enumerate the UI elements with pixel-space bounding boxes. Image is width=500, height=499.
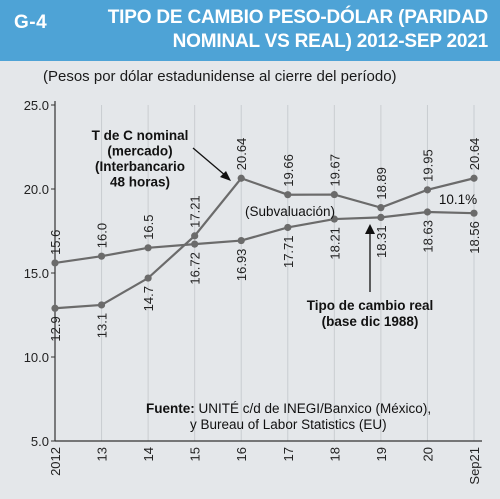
y-tick-label: 20.0 xyxy=(24,182,49,197)
y-tick-label: 25.0 xyxy=(24,98,49,113)
figure-header: G-4 TIPO DE CAMBIO PESO-DÓLAR (PARIDAD N… xyxy=(0,0,500,61)
annotation-gap-pct: 10.1% xyxy=(439,192,477,207)
x-tick-label: 18 xyxy=(327,447,342,461)
data-label-real: 18.31 xyxy=(374,225,389,258)
source-bold-label: Fuente: xyxy=(146,401,199,416)
data-point-nominal xyxy=(191,232,199,240)
data-label-real: 17.71 xyxy=(281,235,296,268)
x-tick-label: 15 xyxy=(188,447,203,461)
x-tick-label: Sep21 xyxy=(467,447,482,485)
data-label-nominal: 19.66 xyxy=(281,154,296,187)
x-tick-label: 13 xyxy=(95,447,110,461)
arrow-real-head xyxy=(365,224,375,234)
data-label-nominal: 12.9 xyxy=(48,316,63,341)
data-label-real: 18.63 xyxy=(420,220,435,253)
data-label-real: 18.56 xyxy=(467,221,482,254)
data-point-nominal xyxy=(284,191,292,199)
source-text: UNITÉ c/d de INEGI/Banxico (México), xyxy=(199,401,432,416)
annotation-subvaluacion: (Subvaluación) xyxy=(245,204,335,219)
figure-title: TIPO DE CAMBIO PESO-DÓLAR (PARIDAD NOMIN… xyxy=(107,7,488,52)
arrow-nominal-head xyxy=(220,171,231,181)
data-point-real xyxy=(51,259,59,267)
annotation-nominal: T de C nominal xyxy=(92,128,189,143)
annotation-nominal: (Interbancario xyxy=(95,159,185,174)
data-point-real xyxy=(470,209,478,217)
figure-id: G-4 xyxy=(14,12,48,33)
data-point-real xyxy=(423,208,432,216)
data-point-real xyxy=(330,215,338,223)
data-point-real xyxy=(237,236,245,245)
data-point-nominal xyxy=(144,274,152,282)
x-tick-label: 20 xyxy=(420,447,435,461)
y-tick-label: 5.0 xyxy=(31,434,49,449)
source-line-1: Fuente: UNITÉ c/d de INEGI/Banxico (Méxi… xyxy=(146,401,431,416)
x-tick-label: 17 xyxy=(281,447,296,461)
data-point-real xyxy=(284,223,292,232)
data-point-real xyxy=(191,240,199,248)
data-point-nominal xyxy=(237,174,245,182)
chart-subtitle: (Pesos por dólar estadunidense al cierre… xyxy=(43,68,397,85)
series-line-real xyxy=(54,210,475,265)
data-point-nominal xyxy=(377,204,385,212)
y-tick-label: 10.0 xyxy=(24,350,49,365)
data-label-real: 16.93 xyxy=(234,249,249,282)
data-label-real: 18.21 xyxy=(327,227,342,260)
data-point-nominal xyxy=(330,190,338,199)
data-label-real: 15.6 xyxy=(48,230,63,255)
x-tick-label: 19 xyxy=(374,447,389,461)
data-label-real: 16.72 xyxy=(188,252,203,285)
data-label-nominal: 19.95 xyxy=(420,149,435,182)
data-label-nominal: 13.1 xyxy=(95,313,110,338)
data-label-nominal: 20.64 xyxy=(234,138,249,171)
annotation-nominal: 48 horas) xyxy=(110,175,170,190)
annotation-real: Tipo de cambio real xyxy=(307,298,434,313)
x-tick-label: 16 xyxy=(234,447,249,461)
data-point-real xyxy=(377,213,385,221)
annotation-real: (base dic 1988) xyxy=(322,314,419,329)
data-point-nominal xyxy=(470,174,478,182)
data-point-real xyxy=(97,252,106,260)
data-label-nominal: 19.67 xyxy=(327,154,342,187)
data-label-nominal: 14.7 xyxy=(141,286,156,311)
data-label-nominal: 18.89 xyxy=(374,167,389,200)
data-label-real: 16.5 xyxy=(141,214,156,239)
data-point-nominal xyxy=(423,186,432,194)
data-label-nominal: 17.21 xyxy=(188,195,203,228)
data-point-nominal xyxy=(51,304,59,312)
data-point-real xyxy=(144,244,152,252)
source-line-2: y Bureau of Labor Statistics (EU) xyxy=(190,417,387,432)
x-tick-label: 14 xyxy=(141,447,156,461)
y-tick-label: 15.0 xyxy=(24,266,49,281)
x-tick-label: 2012 xyxy=(48,447,63,476)
arrow-nominal-line xyxy=(192,147,227,177)
data-label-nominal: 20.64 xyxy=(467,138,482,171)
data-label-real: 16.0 xyxy=(95,223,110,248)
data-point-nominal xyxy=(97,301,106,309)
annotation-nominal: (mercado) xyxy=(107,144,172,159)
series-line-nominal xyxy=(54,176,475,310)
